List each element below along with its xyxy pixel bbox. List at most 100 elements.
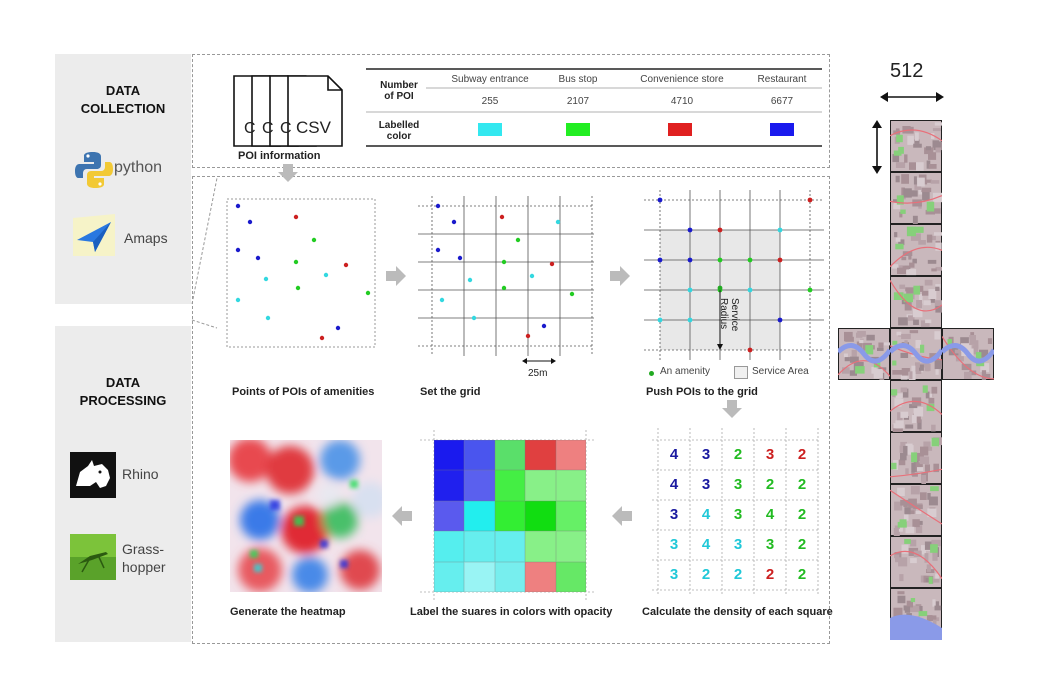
count-cell: 255 — [481, 96, 499, 107]
file-letter-1: C — [244, 120, 256, 137]
color-swatch-restaurant — [770, 123, 794, 136]
density-value: 4 — [701, 506, 711, 523]
grid-scale-label: 25m — [528, 368, 548, 379]
data-collection-panel — [55, 54, 191, 304]
density-value: 2 — [797, 566, 807, 583]
service-area-legend-label: Service Area — [752, 366, 809, 377]
color-cell — [555, 500, 586, 532]
poi-points-plot — [226, 198, 376, 348]
down-arrow-icon — [278, 164, 298, 182]
step-caption-1: Points of POIs of amenities — [232, 386, 375, 398]
step-caption-3: Push POIs to the grid — [646, 386, 758, 398]
heatmap-image — [230, 440, 382, 592]
poi-table-rules — [366, 68, 822, 147]
color-cell — [494, 440, 526, 471]
count-cell: 2107 — [566, 96, 590, 107]
color-cell — [494, 500, 526, 532]
density-value: 4 — [669, 476, 679, 493]
density-value: 3 — [669, 506, 679, 523]
count-cell: 4710 — [670, 96, 694, 107]
file-letter-3: C — [280, 120, 292, 137]
right-arrow-icon — [386, 266, 406, 286]
density-value: 3 — [733, 476, 743, 493]
density-value: 2 — [765, 476, 775, 493]
col-header: Restaurant — [757, 74, 807, 85]
cube-map-tile — [890, 432, 942, 484]
density-value: 4 — [701, 536, 711, 553]
left-arrow-icon — [392, 506, 412, 526]
file-letter-2: C — [262, 120, 274, 137]
color-cell — [555, 470, 586, 501]
poi-information-caption: POI information — [238, 150, 321, 162]
color-cell — [494, 470, 526, 501]
cube-map-tile — [890, 224, 942, 276]
color-cell — [464, 500, 495, 532]
service-area-plot — [644, 190, 824, 360]
grasshopper-label: Grass- hopper — [122, 541, 166, 575]
density-value: 3 — [733, 536, 743, 553]
cube-map-tile — [890, 588, 942, 640]
color-cell — [525, 531, 556, 562]
cube-map-tiles — [838, 120, 998, 640]
color-cell — [434, 561, 465, 592]
step-caption-2: Set the grid — [420, 386, 481, 398]
count-cell: 6677 — [770, 96, 794, 107]
processing-frame — [192, 176, 830, 644]
grid-scale-arrow — [522, 358, 556, 364]
grid-plot — [418, 196, 594, 356]
down-arrow-icon — [722, 400, 742, 418]
density-value: 2 — [797, 476, 807, 493]
density-value: 4 — [669, 446, 679, 463]
row-header-color: Labelled color — [378, 120, 420, 142]
amaps-icon — [73, 214, 115, 256]
density-value: 2 — [733, 566, 743, 583]
cube-map-tile — [890, 172, 942, 224]
color-swatch-bus — [566, 123, 590, 136]
cube-map-tile — [890, 276, 942, 328]
color-cell — [434, 500, 465, 532]
density-value: 2 — [765, 566, 775, 583]
cube-map-tile — [942, 328, 994, 380]
service-area-swatch — [734, 366, 748, 379]
color-cell — [525, 561, 556, 592]
color-cell — [494, 561, 526, 592]
color-cell — [555, 440, 586, 471]
density-value: 2 — [797, 446, 807, 463]
cube-map-tile — [890, 380, 942, 432]
color-cell — [525, 440, 556, 471]
color-cell — [464, 561, 495, 592]
col-header: Convenience store — [640, 74, 724, 85]
density-value: 3 — [733, 506, 743, 523]
data-collection-title: DATA COLLECTION — [80, 83, 166, 116]
density-value: 3 — [765, 446, 775, 463]
color-cell — [525, 500, 556, 532]
service-radius-label: Service Radius — [718, 298, 740, 332]
collection-frame — [192, 54, 830, 168]
density-value: 4 — [765, 506, 775, 523]
density-grid-lines — [652, 428, 820, 596]
csv-label: CSV — [296, 118, 331, 137]
step-caption-4: Calculate the density of each square — [642, 606, 833, 618]
right-arrow-icon — [610, 266, 630, 286]
color-cell — [525, 470, 556, 501]
density-value: 3 — [765, 536, 775, 553]
cube-map-tile — [890, 484, 942, 536]
cube-map-tile — [890, 328, 942, 380]
rhino-label: Rhino — [122, 466, 159, 482]
python-label: python — [114, 159, 163, 176]
density-value: 2 — [797, 536, 807, 553]
color-cell — [434, 531, 465, 562]
color-cell — [555, 531, 586, 562]
color-swatch-subway — [478, 123, 502, 136]
step-caption-6: Generate the heatmap — [230, 606, 346, 618]
color-swatch-store — [668, 123, 692, 136]
cube-map-tile — [890, 120, 942, 172]
color-grid — [420, 430, 596, 602]
amenity-legend-label: An amenity — [660, 366, 711, 377]
data-processing-title: DATA PROCESSING — [79, 375, 167, 408]
density-value: 3 — [701, 476, 711, 493]
color-cell — [494, 531, 526, 562]
color-cell — [434, 470, 465, 501]
connector-lines — [191, 177, 218, 329]
density-value: 2 — [701, 566, 711, 583]
